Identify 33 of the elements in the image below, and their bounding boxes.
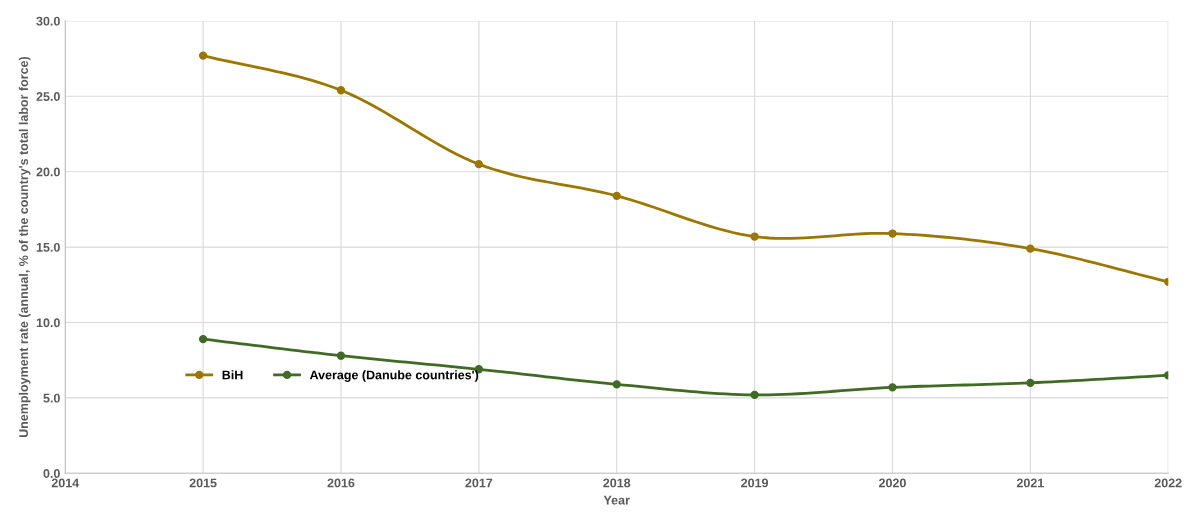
point <box>612 191 621 201</box>
y-tick-label: 5.0 <box>43 393 60 403</box>
point <box>750 232 759 241</box>
point <box>888 229 897 238</box>
point <box>474 160 484 169</box>
x-tick-label: 2017 <box>465 478 493 488</box>
legend-label: Average (Danube countries') <box>309 370 479 382</box>
y-axis-title: Unemployment rate (annual, % of the country's total labor force) <box>18 56 31 438</box>
x-tick-label: 2016 <box>327 478 355 488</box>
point <box>198 51 208 60</box>
point <box>612 380 621 389</box>
point <box>336 351 346 360</box>
legend-label: BiH <box>222 370 243 380</box>
y-tick-label: 0.0 <box>43 469 60 478</box>
point <box>1026 244 1035 253</box>
y-tick-label: 25.0 <box>36 92 60 101</box>
x-tick-label: 2014 <box>51 478 80 488</box>
y-tick-label: 10.0 <box>36 318 60 328</box>
y-tick-label: 15.0 <box>36 242 60 252</box>
point <box>198 334 208 344</box>
x-axis-title: Year <box>603 495 630 505</box>
x-tick-label: 2015 <box>189 478 217 488</box>
point <box>750 390 759 400</box>
x-tick-label: 2021 <box>1016 478 1044 488</box>
x-tick-label: 2018 <box>603 478 631 488</box>
y-tick-label: 30.0 <box>36 16 60 26</box>
x-tick-label: 2020 <box>879 478 906 488</box>
y-tick-label: 20.0 <box>36 167 60 177</box>
point <box>1026 378 1035 388</box>
x-tick-label: 2019 <box>741 478 769 488</box>
point <box>888 383 897 392</box>
point <box>336 86 346 95</box>
x-tick-label: 2022 <box>1154 478 1182 488</box>
